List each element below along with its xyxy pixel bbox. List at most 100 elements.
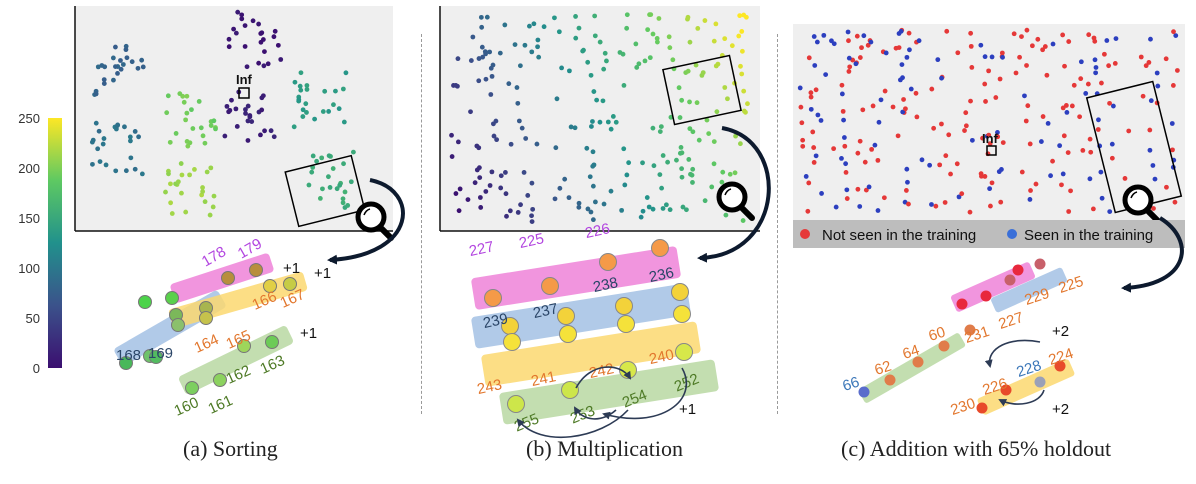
scatter-point [844, 187, 849, 192]
scatter-point [929, 87, 934, 92]
scatter-point [713, 21, 718, 26]
scatter-point [227, 37, 232, 42]
scatter-point [978, 43, 983, 48]
scatter-point [343, 190, 348, 195]
scatter-point [235, 10, 240, 15]
scatter-point [842, 144, 847, 149]
scatter-point [798, 86, 803, 91]
scatter-point [589, 124, 594, 129]
scatter-point [897, 45, 902, 50]
scatter-point [185, 144, 190, 149]
scatter-point [905, 180, 910, 185]
scatter-point [846, 30, 851, 35]
scatter-point [1123, 176, 1128, 181]
scatter-point [245, 64, 250, 69]
scatter-point [118, 58, 123, 63]
scatter-point [187, 172, 192, 177]
scatter-point [311, 154, 316, 159]
scatter-point [247, 114, 252, 119]
scatter-point [166, 93, 171, 98]
scatter-point [488, 183, 493, 188]
scatter-point [690, 173, 695, 178]
scatter-point [243, 23, 248, 28]
scatter-point [884, 51, 889, 56]
scatter-point [622, 83, 627, 88]
scatter-point [927, 163, 932, 168]
label-243: 243 [476, 376, 504, 398]
scatter-point [664, 202, 669, 207]
scatter-point [855, 34, 860, 39]
scatter-point [846, 38, 851, 43]
scatter-point [199, 125, 204, 130]
caption-a: (a) Sorting [183, 436, 278, 462]
scatter-point [997, 169, 1002, 174]
scatter-point [812, 160, 817, 165]
scatter-point [677, 85, 682, 90]
scatter-point [962, 128, 967, 133]
scatter-point [959, 191, 964, 196]
scatter-point [799, 120, 804, 125]
scatter-point [251, 18, 256, 23]
scatter-point [1061, 172, 1066, 177]
scatter-point [1093, 70, 1098, 75]
scatter-point [177, 91, 182, 96]
panel-b-zoomed-view: 227 225 226 239 237 238 236 243 241 242 … [468, 220, 720, 437]
scatter-point [128, 155, 133, 160]
panel-c-addition: Inf Not seen in the training Seen in the… [793, 24, 1185, 419]
panel-a-plot-area [75, 6, 393, 231]
scatter-point [955, 50, 960, 55]
scatter-point [102, 136, 107, 141]
scatter-point [592, 162, 597, 167]
scatter-point [869, 40, 874, 45]
scatter-point [939, 122, 944, 127]
caption-c: (c) Addition with 65% holdout [841, 436, 1111, 462]
scatter-point [898, 77, 903, 82]
scatter-point [1155, 84, 1160, 89]
scatter-point [523, 43, 528, 48]
zoom-point [166, 292, 179, 305]
caption-b: (b) Multiplication [526, 436, 683, 462]
scatter-point [98, 159, 103, 164]
scatter-point [983, 99, 988, 104]
scatter-point [687, 100, 692, 105]
scatter-point [661, 206, 666, 211]
scatter-point [292, 124, 297, 129]
scatter-point [1066, 209, 1071, 214]
scatter-point [998, 77, 1003, 82]
scatter-point [209, 123, 214, 128]
colorbar-tick-50: 50 [26, 311, 40, 326]
scatter-point [491, 121, 496, 126]
scatter-point [1028, 142, 1033, 147]
scatter-point [522, 170, 527, 175]
scatter-point [606, 120, 611, 125]
zoom-point [1013, 265, 1024, 276]
scatter-point [227, 44, 232, 49]
scatter-point [968, 31, 973, 36]
scatter-point [1017, 55, 1022, 60]
scatter-point [535, 38, 540, 43]
scatter-point [944, 29, 949, 34]
scatter-point [344, 70, 349, 75]
scatter-point [1043, 44, 1048, 49]
scatter-point [589, 73, 594, 78]
zoom-point [222, 272, 235, 285]
scatter-point [301, 107, 306, 112]
scatter-point [562, 177, 567, 182]
scatter-point [659, 124, 664, 129]
scatter-point [1151, 163, 1156, 168]
scatter-point [314, 159, 319, 164]
scatter-point [899, 29, 904, 34]
scatter-point [555, 96, 560, 101]
scatter-point [1096, 127, 1101, 132]
scatter-point [998, 200, 1003, 205]
scatter-point [907, 31, 912, 36]
scatter-point [1062, 64, 1067, 69]
scatter-point [458, 187, 463, 192]
scatter-point [738, 64, 743, 69]
scatter-point [111, 56, 116, 61]
scatter-point [508, 208, 513, 213]
scatter-point [969, 65, 974, 70]
scatter-point [847, 56, 852, 61]
scatter-point [122, 124, 127, 129]
